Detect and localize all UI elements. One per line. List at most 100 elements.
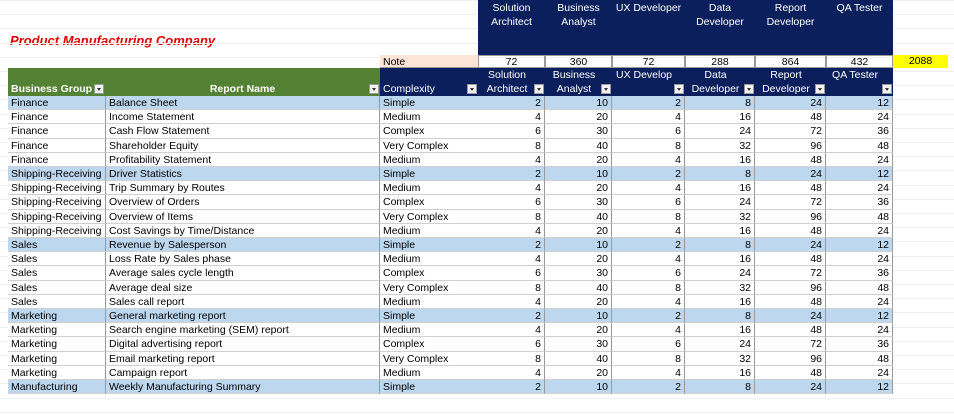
effort-value: 16 (685, 294, 755, 309)
filter-button[interactable] (467, 84, 477, 94)
effort-value: 8 (478, 138, 545, 153)
effort-value: 96 (755, 138, 826, 153)
column-header: QA Tester (826, 68, 893, 96)
effort-value: 4 (612, 181, 685, 196)
effort-value: 10 (545, 380, 612, 395)
effort-value: 48 (755, 152, 826, 167)
column-header: Report Name (105, 68, 380, 96)
effort-value: 4 (478, 365, 545, 380)
filter-button[interactable] (601, 84, 611, 94)
complexity: Very Complex (380, 209, 478, 224)
filter-button[interactable] (882, 84, 892, 94)
effort-value: 16 (685, 181, 755, 196)
report-name: Campaign report (105, 365, 380, 380)
effort-value: 16 (685, 323, 755, 338)
column-header: Business Analyst (545, 68, 612, 96)
business-group: Marketing (8, 337, 105, 352)
effort-value: 30 (545, 124, 612, 139)
effort-value: 32 (685, 209, 755, 224)
report-name: Income Statement (105, 110, 380, 125)
effort-value: 20 (545, 323, 612, 338)
effort-value: 4 (478, 110, 545, 125)
role-header: QA Tester (826, 0, 893, 55)
effort-value: 32 (685, 280, 755, 295)
effort-value: 4 (478, 294, 545, 309)
effort-value: 4 (478, 152, 545, 167)
report-name: Overview of Orders (105, 195, 380, 210)
report-name: Shareholder Equity (105, 138, 380, 153)
effort-value: 8 (685, 380, 755, 395)
effort-value: 24 (826, 152, 893, 167)
effort-value: 12 (826, 238, 893, 253)
filter-button[interactable] (674, 84, 684, 94)
filter-button[interactable] (815, 84, 825, 94)
effort-value: 8 (685, 96, 755, 111)
effort-value: 8 (612, 209, 685, 224)
effort-value: 40 (545, 209, 612, 224)
filter-button[interactable] (94, 84, 104, 94)
effort-value: 8 (685, 309, 755, 324)
effort-value: 72 (755, 266, 826, 281)
role-header: Solution Architect (478, 0, 545, 55)
effort-value: 72 (755, 124, 826, 139)
report-name: Loss Rate by Sales phase (105, 252, 380, 267)
business-group: Marketing (8, 351, 105, 366)
effort-value: 16 (685, 152, 755, 167)
complexity: Complex (380, 337, 478, 352)
effort-value: 10 (545, 238, 612, 253)
effort-value: 24 (755, 96, 826, 111)
business-group: Marketing (8, 323, 105, 338)
column-header: Business Group (8, 68, 105, 96)
effort-value: 6 (612, 124, 685, 139)
report-name: Driver Statistics (105, 167, 380, 182)
effort-value: 2 (478, 96, 545, 111)
grid-line (0, 0, 954, 1)
effort-value: 32 (685, 138, 755, 153)
report-name: General marketing report (105, 309, 380, 324)
effort-value: 20 (545, 365, 612, 380)
effort-value: 4 (612, 365, 685, 380)
effort-value: 8 (612, 138, 685, 153)
report-name: Sales call report (105, 294, 380, 309)
effort-value: 4 (478, 181, 545, 196)
effort-value: 16 (685, 365, 755, 380)
complexity: Medium (380, 110, 478, 125)
effort-value: 2 (478, 238, 545, 253)
complexity: Very Complex (380, 138, 478, 153)
effort-value: 24 (755, 238, 826, 253)
complexity: Very Complex (380, 351, 478, 366)
business-group: Manufacturing (8, 380, 105, 395)
note-label: Note (380, 55, 478, 68)
business-group: Finance (8, 110, 105, 125)
effort-value: 20 (545, 252, 612, 267)
business-group: Sales (8, 252, 105, 267)
business-group: Finance (8, 96, 105, 111)
effort-value: 10 (545, 96, 612, 111)
business-group: Sales (8, 238, 105, 253)
filter-button[interactable] (534, 84, 544, 94)
effort-value: 8 (685, 167, 755, 182)
grid-line (0, 42, 954, 44)
filter-button[interactable] (744, 84, 754, 94)
business-group: Finance (8, 138, 105, 153)
effort-value: 30 (545, 266, 612, 281)
effort-value: 6 (478, 195, 545, 210)
effort-value: 30 (545, 337, 612, 352)
report-name: Balance Sheet (105, 96, 380, 111)
report-name: Profitability Statement (105, 152, 380, 167)
effort-value: 48 (826, 209, 893, 224)
effort-value: 8 (612, 351, 685, 366)
sheet-title: Product Manufacturing Company (10, 33, 216, 48)
business-group: Finance (8, 152, 105, 167)
filter-button[interactable] (369, 84, 379, 94)
effort-value: 4 (612, 110, 685, 125)
effort-value: 20 (545, 152, 612, 167)
business-group: Marketing (8, 309, 105, 324)
business-group: Shipping-Receiving (8, 167, 105, 182)
effort-value: 32 (685, 351, 755, 366)
effort-value: 30 (545, 195, 612, 210)
business-group: Marketing (8, 365, 105, 380)
effort-value: 96 (755, 280, 826, 295)
effort-value: 24 (826, 223, 893, 238)
